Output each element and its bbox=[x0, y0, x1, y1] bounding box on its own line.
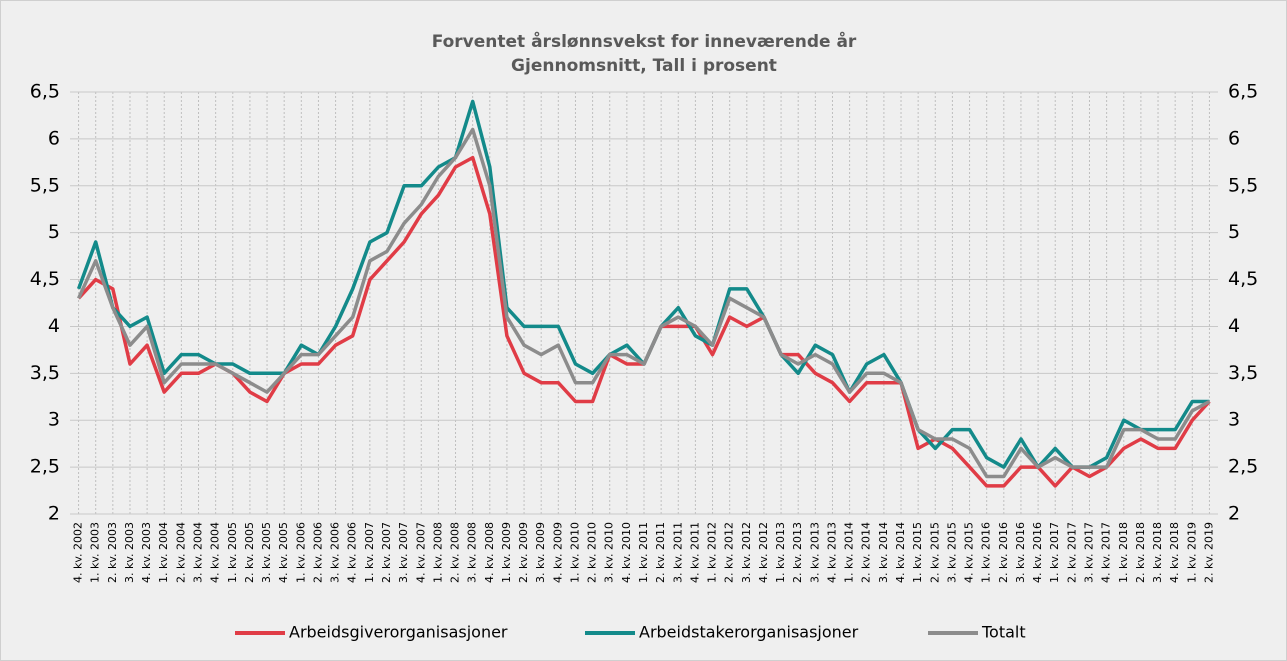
x-tick-label: 1. kv. 2016 bbox=[980, 522, 993, 583]
x-tick-label: 1. kv. 2011 bbox=[637, 522, 650, 583]
legend-label: Arbeidsgiverorganisasjoner bbox=[289, 623, 508, 642]
x-tick-label: 1. kv. 2008 bbox=[431, 522, 444, 583]
x-tick-label: 3. kv. 2018 bbox=[1151, 522, 1164, 583]
x-tick-label: 3. kv. 2006 bbox=[329, 522, 342, 583]
x-tick-label: 3. kv. 2013 bbox=[808, 522, 821, 583]
x-tick-label: 4. kv. 2006 bbox=[346, 522, 359, 583]
y-tick-label: 6 bbox=[48, 127, 60, 149]
x-tick-label: 3. kv. 2016 bbox=[1014, 522, 1027, 583]
x-tick-label: 1. kv. 2014 bbox=[843, 522, 856, 583]
x-tick-label: 2. kv. 2017 bbox=[1065, 522, 1078, 583]
y2-tick-label: 2 bbox=[1228, 503, 1240, 525]
x-tick-label: 1. kv. 2015 bbox=[911, 522, 924, 583]
x-tick-label: 2. kv. 2015 bbox=[928, 522, 941, 583]
x-tick-label: 4. kv. 2008 bbox=[483, 522, 496, 583]
series-line bbox=[77, 127, 1211, 479]
y2-tick-label: 3,5 bbox=[1228, 362, 1258, 384]
y-tick-label: 2,5 bbox=[30, 456, 60, 478]
x-tick-label: 4. kv. 2003 bbox=[140, 522, 153, 583]
x-tick-label: 1. kv. 2003 bbox=[89, 522, 102, 583]
x-tick-label: 3. kv. 2010 bbox=[603, 522, 616, 583]
x-tick-label: 4. kv. 2009 bbox=[551, 522, 564, 583]
x-tick-label: 3. kv. 2007 bbox=[397, 522, 410, 583]
x-tick-label: 4. kv. 2015 bbox=[963, 522, 976, 583]
x-tick-label: 2. kv. 2008 bbox=[449, 522, 462, 583]
x-tick-label: 1. kv. 2004 bbox=[157, 522, 170, 583]
chart-title: Forventet årslønnsvekst for inneværende … bbox=[432, 30, 857, 52]
y-tick-label: 4,5 bbox=[30, 268, 60, 290]
x-tick-label: 4. kv. 2004 bbox=[209, 522, 222, 583]
x-tick-label: 4. kv. 2012 bbox=[757, 522, 770, 583]
x-tick-label: 4. kv. 2002 bbox=[72, 522, 85, 583]
x-tick-label: 2. kv. 2011 bbox=[654, 522, 667, 583]
x-tick-label: 2. kv. 2018 bbox=[1134, 522, 1147, 583]
x-tick-label: 1. kv. 2006 bbox=[294, 522, 307, 583]
x-tick-label: 2. kv. 2019 bbox=[1202, 522, 1215, 583]
x-tick-label: 1. kv. 2019 bbox=[1185, 522, 1198, 583]
x-tick-label: 1. kv. 2009 bbox=[500, 522, 513, 583]
x-tick-label: 3. kv. 2003 bbox=[123, 522, 136, 583]
x-tick-label: 4. kv. 2017 bbox=[1100, 522, 1113, 583]
x-tick-label: 4. kv. 2005 bbox=[277, 522, 290, 583]
x-tick-label: 4. kv. 2007 bbox=[414, 522, 427, 583]
x-tick-label: 2. kv. 2013 bbox=[791, 522, 804, 583]
y-tick-label: 3 bbox=[48, 409, 60, 431]
x-tick-label: 3. kv. 2004 bbox=[192, 522, 205, 583]
x-tick-label: 2. kv. 2005 bbox=[243, 522, 256, 583]
x-tick-label: 2. kv. 2004 bbox=[174, 522, 187, 583]
x-tick-label: 4. kv. 2013 bbox=[825, 522, 838, 583]
chart-subtitle: Gjennomsnitt, Tall i prosent bbox=[511, 56, 777, 76]
x-tick-label: 1. kv. 2005 bbox=[226, 522, 239, 583]
x-tick-label: 3. kv. 2005 bbox=[260, 522, 273, 583]
x-tick-label: 3. kv. 2008 bbox=[466, 522, 479, 583]
x-tick-label: 2. kv. 2014 bbox=[860, 522, 873, 583]
x-tick-label: 4. kv. 2011 bbox=[688, 522, 701, 583]
x-tick-label: 2. kv. 2016 bbox=[997, 522, 1010, 583]
x-tick-label: 3. kv. 2017 bbox=[1082, 522, 1095, 583]
x-tick-label: 1. kv. 2007 bbox=[363, 522, 376, 583]
y-tick-label: 5 bbox=[48, 221, 60, 243]
x-tick-label: 2. kv. 2007 bbox=[380, 522, 393, 583]
y2-tick-label: 4 bbox=[1228, 315, 1240, 337]
x-tick-label: 1. kv. 2013 bbox=[774, 522, 787, 583]
x-tick-label: 4. kv. 2018 bbox=[1168, 522, 1181, 583]
y-tick-label: 4 bbox=[48, 315, 60, 337]
x-tick-label: 4. kv. 2010 bbox=[620, 522, 633, 583]
x-tick-label: 2. kv. 2006 bbox=[311, 522, 324, 583]
legend-label: Totalt bbox=[981, 623, 1026, 642]
x-tick-label: 1. kv. 2018 bbox=[1117, 522, 1130, 583]
y2-tick-label: 4,5 bbox=[1228, 268, 1258, 290]
y2-tick-label: 6 bbox=[1228, 127, 1240, 149]
x-tick-label: 2. kv. 2012 bbox=[723, 522, 736, 583]
y2-tick-label: 2,5 bbox=[1228, 456, 1258, 478]
x-tick-label: 2. kv. 2009 bbox=[517, 522, 530, 583]
y-tick-label: 2 bbox=[48, 503, 60, 525]
y-tick-label: 5,5 bbox=[30, 174, 60, 196]
x-tick-label: 3. kv. 2009 bbox=[534, 522, 547, 583]
y2-tick-label: 6,5 bbox=[1228, 81, 1258, 103]
x-tick-label: 3. kv. 2012 bbox=[740, 522, 753, 583]
x-tick-label: 2. kv. 2003 bbox=[106, 522, 119, 583]
legend-label: Arbeidstakerorganisasjoner bbox=[639, 623, 859, 642]
x-tick-label: 3. kv. 2014 bbox=[877, 522, 890, 583]
x-tick-label: 3. kv. 2015 bbox=[945, 522, 958, 583]
x-tick-label: 2. kv. 2010 bbox=[586, 522, 599, 583]
y-tick-label: 6,5 bbox=[30, 81, 60, 103]
y2-tick-label: 5 bbox=[1228, 221, 1240, 243]
x-tick-label: 4. kv. 2014 bbox=[894, 522, 907, 583]
y2-tick-label: 3 bbox=[1228, 409, 1240, 431]
y-tick-label: 3,5 bbox=[30, 362, 60, 384]
x-tick-label: 4. kv. 2016 bbox=[1031, 522, 1044, 583]
y2-tick-label: 5,5 bbox=[1228, 174, 1258, 196]
x-tick-label: 1. kv. 2012 bbox=[706, 522, 719, 583]
x-tick-label: 3. kv. 2011 bbox=[671, 522, 684, 583]
x-tick-label: 1. kv. 2010 bbox=[568, 522, 581, 583]
x-tick-label: 1. kv. 2017 bbox=[1048, 522, 1061, 583]
